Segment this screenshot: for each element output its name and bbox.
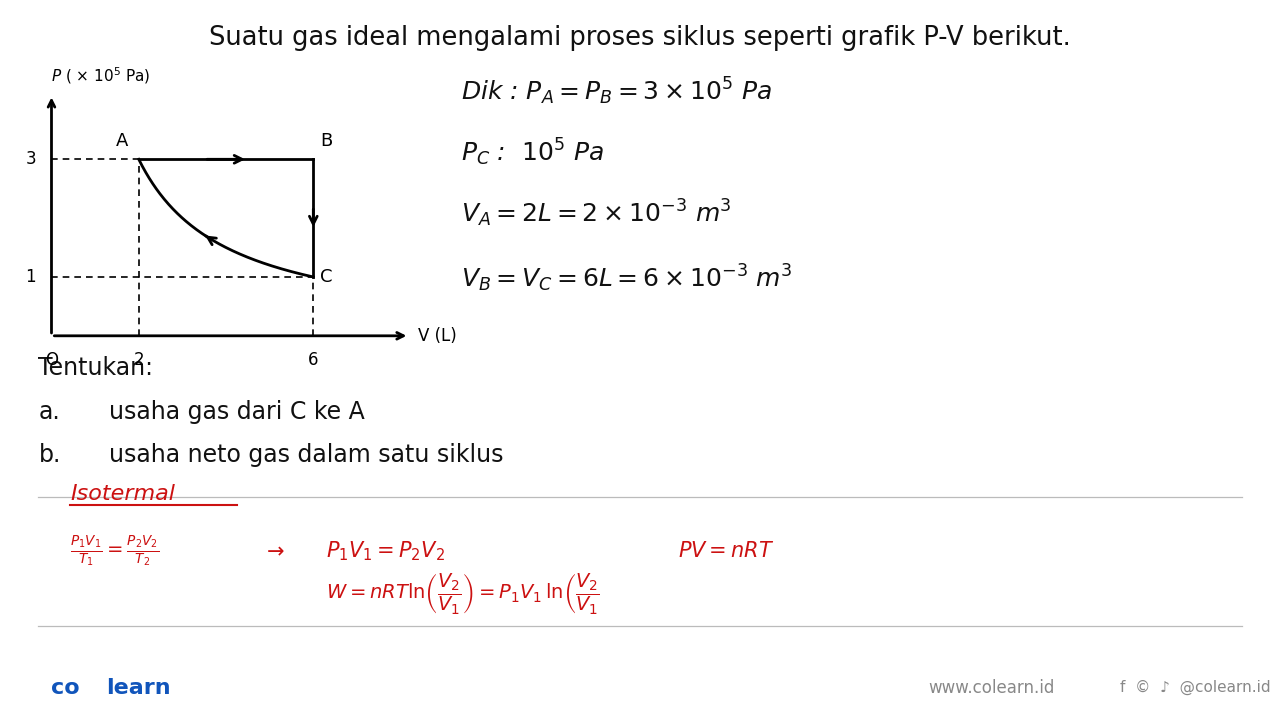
Text: $V_A = 2L = 2 \times 10^{-3}$ m$^3$: $V_A = 2L = 2 \times 10^{-3}$ m$^3$ [461,198,731,230]
Text: $W = nRT\ln\!\left(\dfrac{V_2}{V_1}\right) = P_1V_1\,\ln\!\left(\dfrac{V_2}{V_1}: $W = nRT\ln\!\left(\dfrac{V_2}{V_1}\righ… [326,572,600,616]
Text: $V_B = V_C = 6L = 6 \times 10^{-3}$ m$^3$: $V_B = V_C = 6L = 6 \times 10^{-3}$ m$^3… [461,263,792,294]
Text: B: B [320,132,332,150]
Text: $\rightarrow$: $\rightarrow$ [262,541,285,561]
Text: 2: 2 [133,351,145,369]
Text: b.: b. [38,443,60,467]
Text: learn: learn [106,678,170,698]
Text: Suatu gas ideal mengalami proses siklus seperti grafik P-V berikut.: Suatu gas ideal mengalami proses siklus … [209,25,1071,51]
Text: Isotermal: Isotermal [70,484,175,504]
Text: usaha neto gas dalam satu siklus: usaha neto gas dalam satu siklus [109,443,503,467]
Text: $\frac{P_1V_1}{T_1} = \frac{P_2V_2}{T_2}$: $\frac{P_1V_1}{T_1} = \frac{P_2V_2}{T_2}… [70,534,160,568]
Text: A: A [115,132,128,150]
Text: Dik : $P_A = P_B = 3 \times 10^5$ Pa: Dik : $P_A = P_B = 3 \times 10^5$ Pa [461,76,772,107]
Text: V (L): V (L) [419,327,457,345]
Text: $PV = nRT$: $PV = nRT$ [678,541,774,561]
Text: $P_C$ :  $10^5$ Pa: $P_C$ : $10^5$ Pa [461,137,604,168]
Text: a.: a. [38,400,60,423]
Text: 6: 6 [308,351,319,369]
Text: C: C [320,268,333,286]
Text: usaha gas dari C ke A: usaha gas dari C ke A [109,400,365,423]
Text: O: O [45,351,58,369]
Text: 1: 1 [26,268,36,286]
Text: co: co [51,678,79,698]
Text: www.colearn.id: www.colearn.id [928,678,1055,697]
Text: $P_1V_1 = P_2V_2$: $P_1V_1 = P_2V_2$ [326,539,445,562]
Text: Tentukan:: Tentukan: [38,356,154,380]
Text: f  ©  ♪  @colearn.id: f © ♪ @colearn.id [1120,680,1271,696]
Text: $P$ ( × 10$^5$ Pa): $P$ ( × 10$^5$ Pa) [51,65,151,86]
Text: 3: 3 [26,150,36,168]
